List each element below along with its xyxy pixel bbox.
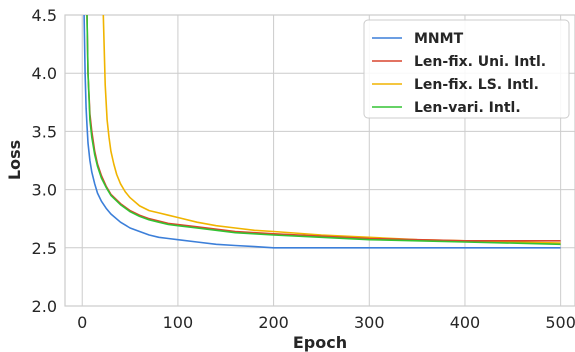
x-tick-label: 0 [77, 313, 87, 332]
y-axis-label: Loss [5, 140, 24, 180]
series-line-2 [102, 15, 561, 244]
y-tick-label: 2.5 [32, 239, 57, 258]
y-tick-label: 4.0 [32, 64, 57, 83]
y-tick-label: 4.5 [32, 6, 57, 25]
x-tick-label: 100 [163, 313, 194, 332]
legend-label: Len-vari. Intl. [414, 100, 521, 116]
x-tick-label: 400 [450, 313, 481, 332]
x-axis-label: Epoch [293, 333, 347, 352]
legend: MNMT Len-fix. Uni. Intl. Len-fix. LS. Intl… [363, 19, 570, 119]
y-tick-label: 3.0 [32, 181, 57, 200]
series-line-3 [86, 15, 561, 246]
series-lines [83, 15, 561, 249]
y-tick-label: 2.0 [32, 297, 57, 316]
legend-label: Len-fix. Uni. Intl. [414, 54, 546, 70]
y-tick-label: 3.5 [32, 122, 57, 141]
series-line-0 [83, 15, 561, 249]
x-tick-label: 300 [354, 313, 385, 332]
x-tick-label: 200 [258, 313, 289, 332]
x-tick-label: 500 [545, 313, 575, 332]
legend-box [363, 19, 570, 119]
tick-labels: 0 100 200 300 400 500 2.0 2.5 3.0 3.5 4.0 4.5 [32, 6, 575, 332]
plot-frame [64, 14, 575, 307]
legend-label: MNMT [414, 31, 464, 47]
legend-label: Len-fix. LS. Intl. [414, 77, 539, 93]
